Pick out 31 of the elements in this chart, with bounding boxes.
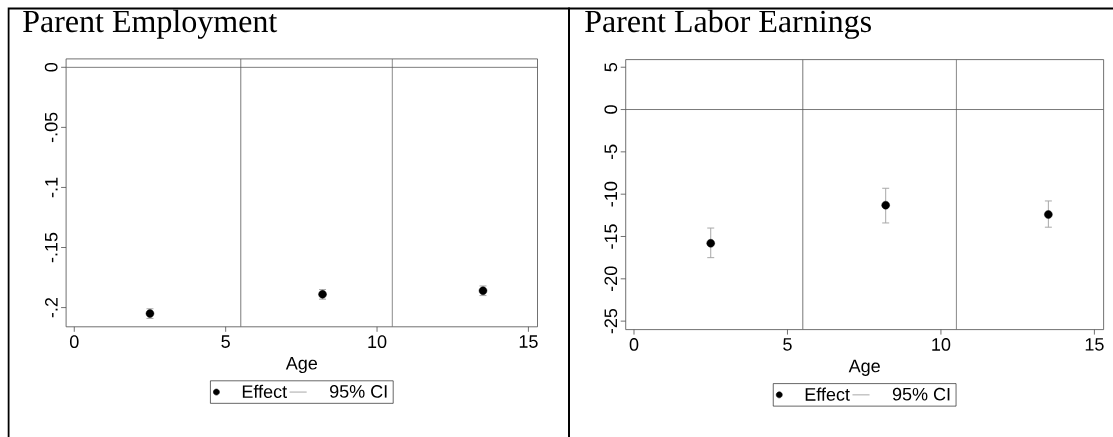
x-tick-label: 5 xyxy=(221,335,230,348)
x-tick-label: 0 xyxy=(629,338,639,351)
point xyxy=(881,200,890,210)
legend-label: 95% CI xyxy=(892,387,950,401)
y-tick-label: -.1 xyxy=(45,177,58,198)
y-tick-label: -5 xyxy=(604,144,618,160)
y-tick-label: -10 xyxy=(604,181,618,207)
point xyxy=(1044,210,1053,219)
y-tick-label: 5 xyxy=(604,62,618,72)
y-tick-label: -20 xyxy=(604,266,618,292)
legend-label: Effect xyxy=(242,384,287,398)
legend-label: Effect xyxy=(805,387,850,401)
x-tick-label: 10 xyxy=(932,338,951,351)
legend-label: 95% CI xyxy=(330,385,387,398)
chart-title: Parent Employment xyxy=(23,9,278,39)
y-tick-label: -.2 xyxy=(44,297,58,318)
y-tick-label: -.15 xyxy=(45,232,58,263)
x-tick-label: 5 xyxy=(783,338,792,351)
x-tick-label: 0 xyxy=(69,335,79,349)
x-tick-label: 10 xyxy=(368,335,387,349)
chart-title: Parent Labor Earnings xyxy=(585,9,871,39)
point xyxy=(706,239,715,248)
y-tick-label: -.05 xyxy=(44,112,58,143)
y-tick-label: -15 xyxy=(604,224,618,249)
y-tick-label: -25 xyxy=(604,308,618,334)
x-axis-title: Age xyxy=(848,359,880,376)
y-tick-label: 0 xyxy=(44,63,58,72)
x-tick-label: 15 xyxy=(1085,338,1104,351)
x-tick-label: 15 xyxy=(519,335,538,348)
y-tick-label: 0 xyxy=(604,105,618,114)
x-axis-title: Age xyxy=(285,356,318,374)
